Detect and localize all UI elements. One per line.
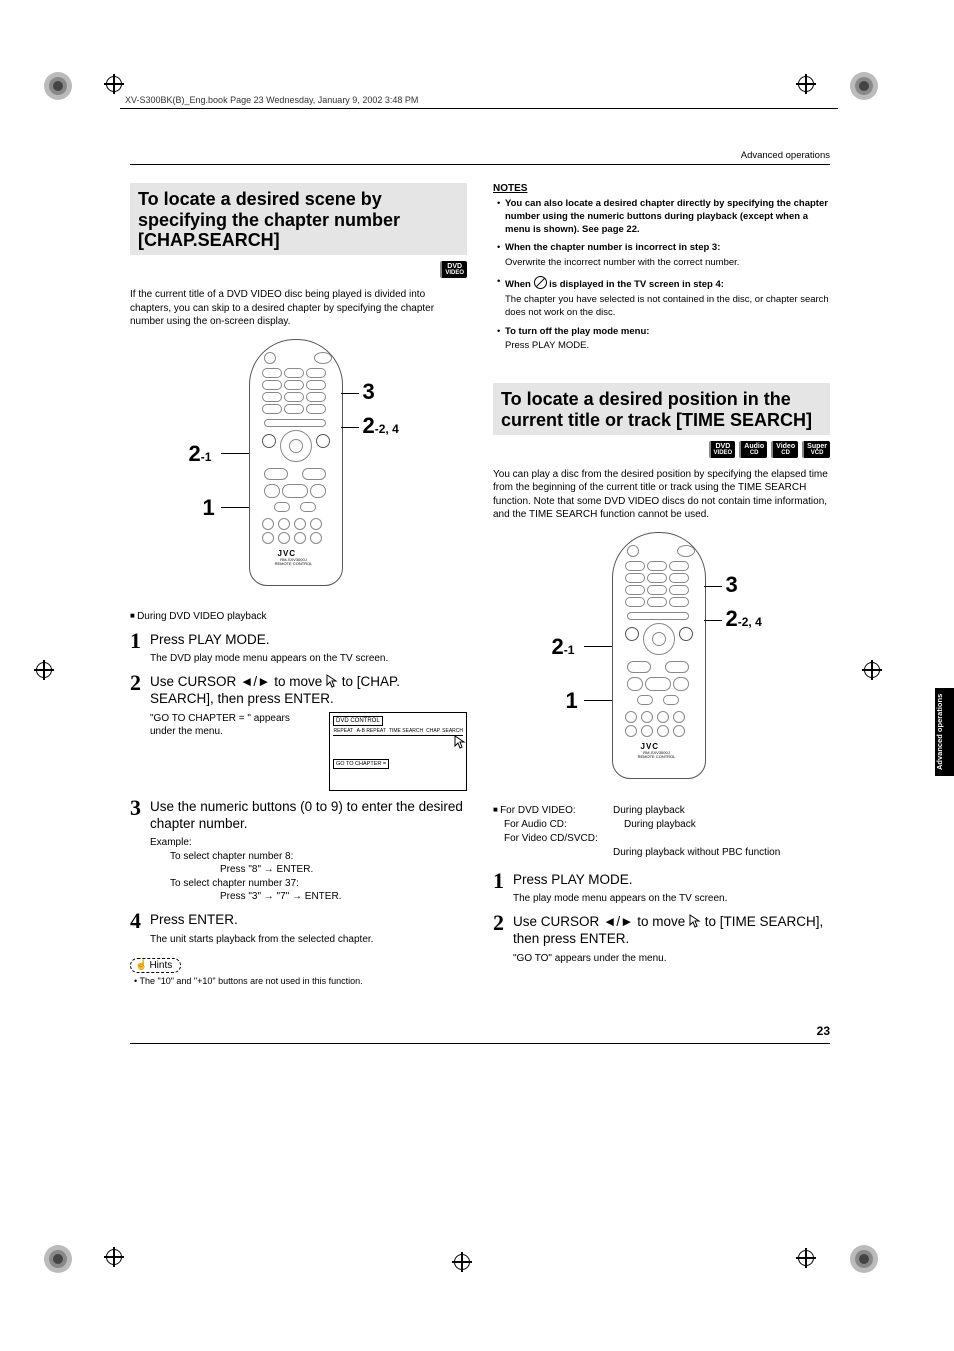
callout-3: 3: [726, 572, 738, 598]
context-right: For DVD VIDEO:During playback For Audio …: [493, 804, 830, 860]
step-2: 2 Use CURSOR ◄/► to move to [CHAP. SEARC…: [130, 672, 467, 791]
cursor-icon: [326, 674, 338, 688]
callout-2-2-4: 2-2, 4: [363, 413, 399, 439]
badge-dvd-video: DVDVIDEO: [709, 441, 736, 458]
right-intro: You can play a disc from the desired pos…: [493, 468, 830, 522]
crop-register: [862, 660, 882, 680]
section-rule: [130, 164, 830, 165]
header-rule: [120, 108, 838, 109]
page-number: 23: [817, 1024, 830, 1038]
step-1: 1 Press PLAY MODE. The DVD play mode men…: [130, 630, 467, 666]
callout-2-1: 2-1: [552, 634, 575, 660]
badge-audio-cd: AudioCD: [739, 441, 767, 458]
callout-1: 1: [203, 495, 215, 521]
dvd-control-diagram: DVD CONTROL REPEATA-B REPEATTIME SEARCHC…: [329, 712, 467, 791]
left-badges: DVDVIDEO: [130, 261, 467, 278]
remote-figure-right: JVC RM-SXV3000JREMOTE CONTROL 3 2-2, 4 2…: [532, 532, 792, 792]
right-title: To locate a desired position in the curr…: [493, 383, 830, 434]
crop-corner: [44, 72, 72, 100]
crop-corner: [44, 1245, 72, 1273]
callout-2-2-4: 2-2, 4: [726, 606, 762, 632]
right-badges: DVDVIDEO AudioCD VideoCD SuperVCD: [493, 441, 830, 458]
step-4: 4 Press ENTER. The unit starts playback …: [130, 910, 467, 946]
right-column: NOTES You can also locate a desired chap…: [493, 183, 830, 986]
crop-corner: [850, 72, 878, 100]
crop-register: [104, 1247, 124, 1267]
footer-rule: [130, 1043, 830, 1044]
cursor-icon: [689, 914, 701, 928]
crop-register: [34, 660, 54, 680]
crop-register: [104, 74, 124, 94]
callout-2-1: 2-1: [189, 441, 212, 467]
crop-register: [796, 74, 816, 94]
badge-super-vcd: SuperVCD: [802, 441, 830, 458]
step-3: 3 Use the numeric buttons (0 to 9) to en…: [130, 797, 467, 904]
step-2-right: 2 Use CURSOR ◄/► to move to [TIME SEARCH…: [493, 912, 830, 965]
prohibit-icon: [534, 276, 547, 289]
note-3: When is displayed in the TV screen in st…: [493, 276, 830, 319]
left-intro: If the current title of a DVD VIDEO disc…: [130, 288, 467, 329]
remote-figure-left: JVC RM-SXV3000JREMOTE CONTROL 3 2-2, 4 2…: [169, 339, 429, 599]
callout-3: 3: [363, 379, 375, 405]
crop-register: [452, 1252, 472, 1272]
side-tab: Advanced operations: [935, 688, 954, 776]
badge-video-cd: VideoCD: [771, 441, 798, 458]
crop-corner: [850, 1245, 878, 1273]
hints-box: Hints • The "10" and "+10" buttons are n…: [130, 958, 467, 986]
pdf-header: XV-S300BK(B)_Eng.book Page 23 Wednesday,…: [125, 95, 418, 105]
note-1: You can also locate a desired chapter di…: [493, 198, 830, 236]
note-4: To turn off the play mode menu:Press PLA…: [493, 326, 830, 354]
left-column: To locate a desired scene by specifying …: [130, 183, 467, 986]
step-1-right: 1 Press PLAY MODE. The play mode menu ap…: [493, 870, 830, 906]
notes-title: NOTES: [493, 183, 830, 194]
badge-dvd-video: DVDVIDEO: [440, 261, 467, 278]
section-header: Advanced operations: [130, 150, 830, 161]
note-2: When the chapter number is incorrect in …: [493, 242, 830, 270]
context-left: During DVD VIDEO playback: [130, 611, 467, 622]
left-title: To locate a desired scene by specifying …: [130, 183, 467, 255]
callout-1: 1: [566, 688, 578, 714]
crop-register: [796, 1248, 816, 1268]
